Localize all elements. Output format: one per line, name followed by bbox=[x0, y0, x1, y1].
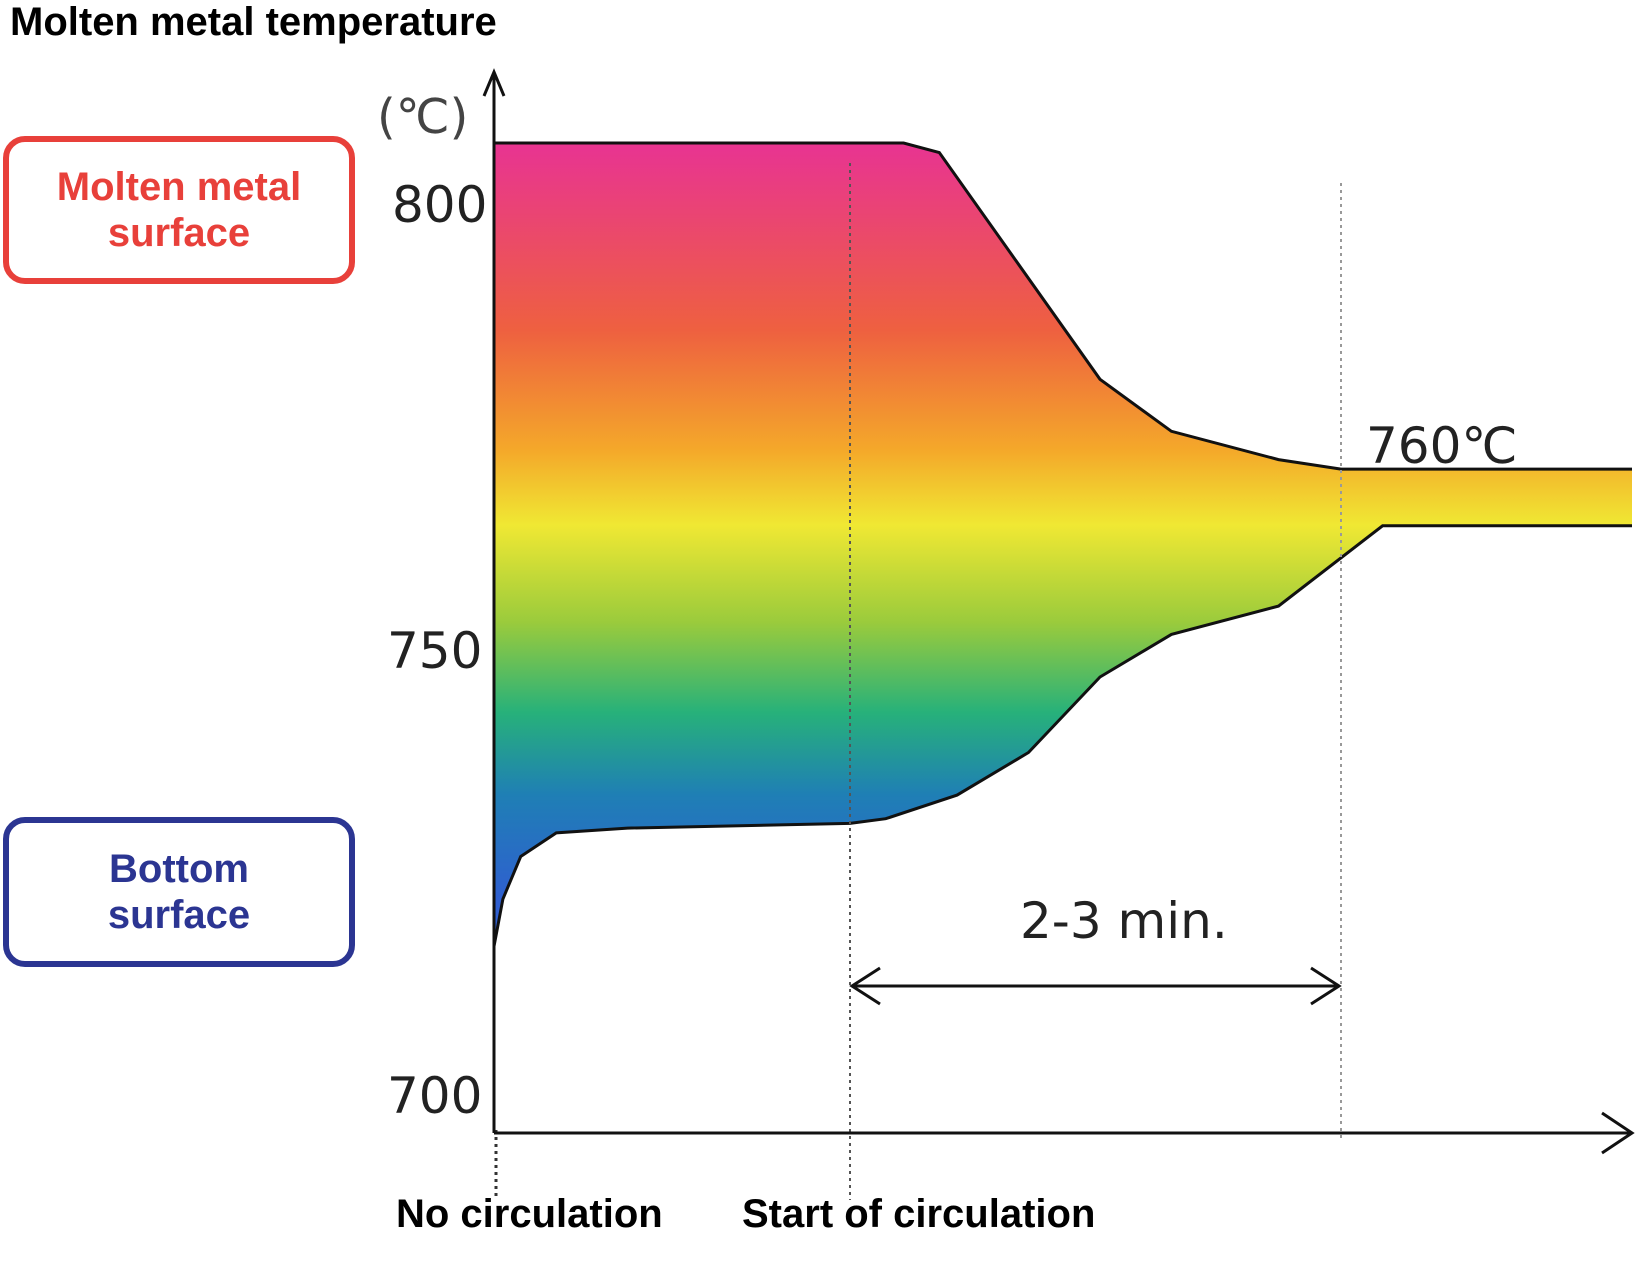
y-axis-arrowhead bbox=[482, 68, 506, 97]
y-axis-unit: (℃) bbox=[377, 89, 468, 145]
x-category-start-circulation: Start of circulation bbox=[742, 1192, 1096, 1236]
legend-surface-line1: Molten metal bbox=[56, 165, 302, 209]
duration-label: 2-3 min. bbox=[1020, 892, 1228, 950]
temperature-band-area bbox=[494, 143, 1632, 947]
y-tick-800: 800 bbox=[392, 176, 487, 234]
y-tick-700: 700 bbox=[387, 1067, 482, 1125]
legend-bottom-line2: surface bbox=[107, 893, 251, 937]
legend-bottom-surface: Bottom surface bbox=[3, 817, 355, 967]
duration-arrow-left-head bbox=[849, 966, 881, 1006]
bottom-temperature-line bbox=[492, 524, 1632, 947]
surface-temperature-line bbox=[494, 141, 1632, 471]
x-axis-arrowhead bbox=[1601, 1111, 1635, 1155]
legend-surface-line2: surface bbox=[107, 211, 251, 255]
chart-title: Molten metal temperature bbox=[10, 0, 497, 44]
legend-bottom-line1: Bottom bbox=[109, 847, 249, 891]
legend-molten-metal-surface: Molten metal surface bbox=[3, 136, 355, 284]
duration-arrow-right-head bbox=[1310, 966, 1342, 1006]
y-tick-750: 750 bbox=[387, 622, 482, 680]
final-temperature-label: 760℃ bbox=[1366, 417, 1518, 475]
x-category-no-circulation: No circulation bbox=[396, 1192, 663, 1236]
